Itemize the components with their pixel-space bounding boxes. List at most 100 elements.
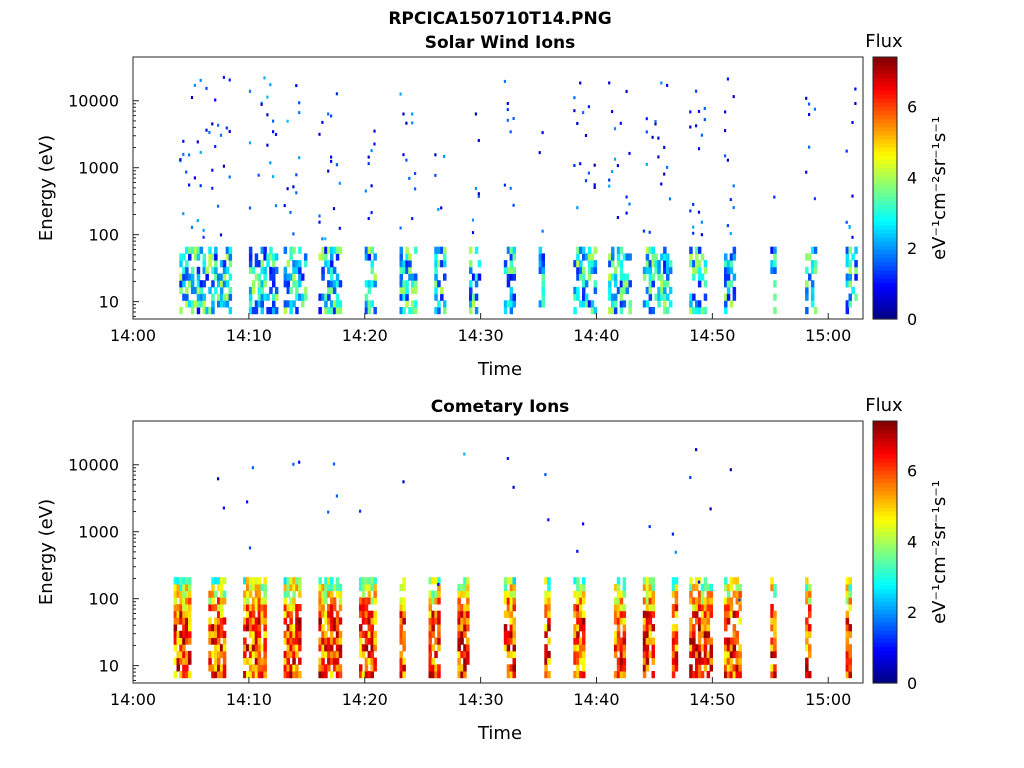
flux-cell xyxy=(298,260,302,268)
flux-cell xyxy=(457,604,461,612)
flux-cell xyxy=(318,583,322,592)
flux-cell xyxy=(506,637,511,645)
flux-cell xyxy=(176,610,180,618)
flux-cell xyxy=(399,671,403,679)
flux-cell xyxy=(854,102,857,105)
flux-cell xyxy=(370,149,373,153)
flux-cell xyxy=(703,617,708,625)
flux-cell xyxy=(582,624,586,632)
flux-cell xyxy=(735,577,739,585)
flux-cell xyxy=(619,121,622,125)
flux-cell xyxy=(324,590,328,598)
flux-cell xyxy=(651,273,655,281)
flux-cell xyxy=(848,293,852,301)
flux-cell xyxy=(211,300,215,308)
flux-cell xyxy=(625,286,629,295)
flux-cell xyxy=(217,664,221,672)
flux-cell xyxy=(706,650,711,659)
flux-cell xyxy=(770,650,774,659)
flux-cell xyxy=(848,590,852,598)
flux-cell xyxy=(770,266,774,274)
colorbar-tick-label: 2 xyxy=(907,239,917,258)
flux-cell xyxy=(330,637,334,645)
flux-cell xyxy=(243,590,247,598)
flux-cell xyxy=(332,286,337,295)
flux-cell xyxy=(185,624,189,632)
flux-cell xyxy=(292,577,296,585)
flux-cell xyxy=(335,624,340,632)
flux-cell xyxy=(460,590,464,598)
flux-cell xyxy=(582,650,586,659)
flux-cell xyxy=(364,280,369,288)
flux-cell xyxy=(724,307,728,315)
flux-cell xyxy=(709,597,713,605)
flux-cell xyxy=(257,637,262,645)
flux-cell xyxy=(257,610,262,618)
flux-cell xyxy=(399,624,403,632)
flux-cell xyxy=(272,300,276,308)
flux-cell xyxy=(196,280,201,288)
colorbar-segment xyxy=(873,646,897,651)
colorbar-segment xyxy=(873,482,897,488)
flux-cell xyxy=(335,671,340,679)
flux-cell xyxy=(695,300,699,308)
flux-cell xyxy=(703,266,708,274)
flux-cell xyxy=(402,266,406,274)
colorbar-segment xyxy=(873,77,897,83)
flux-cell xyxy=(428,610,432,618)
flux-cell xyxy=(706,657,711,665)
flux-cell xyxy=(228,293,233,301)
flux-cell xyxy=(706,590,711,598)
flux-cell xyxy=(321,273,325,281)
flux-cell xyxy=(431,577,435,585)
flux-cell xyxy=(263,293,267,301)
flux-cell xyxy=(509,300,514,308)
flux-cell xyxy=(202,266,206,274)
flux-cell xyxy=(692,597,696,605)
flux-cell xyxy=(695,664,699,672)
flux-cell xyxy=(217,644,221,652)
flux-cell xyxy=(254,617,259,625)
flux-cell xyxy=(199,293,204,301)
flux-cell xyxy=(295,671,299,679)
flux-cell xyxy=(327,510,330,514)
flux-cell xyxy=(732,624,737,632)
flux-cell xyxy=(330,307,334,315)
flux-cell xyxy=(338,671,343,679)
flux-cell xyxy=(361,650,366,659)
flux-cell xyxy=(724,280,728,288)
flux-cell xyxy=(573,590,577,598)
flux-cell xyxy=(217,637,221,645)
flux-cell xyxy=(582,664,586,672)
flux-cell xyxy=(463,583,467,592)
flux-cell xyxy=(573,293,577,301)
flux-cell xyxy=(173,577,178,585)
flux-cell xyxy=(185,604,189,612)
flux-cell xyxy=(266,253,270,261)
colorbar-segment xyxy=(873,249,897,255)
flux-cell xyxy=(582,617,586,625)
flux-cell xyxy=(616,644,621,652)
colorbar-segment xyxy=(873,192,897,197)
flux-cell xyxy=(182,617,186,625)
flux-cell xyxy=(648,273,653,281)
flux-cell xyxy=(469,307,473,315)
flux-cell xyxy=(579,266,583,274)
flux-cell xyxy=(335,664,340,672)
flux-cell xyxy=(292,266,296,274)
colorbar-segment xyxy=(873,147,897,152)
flux-cell xyxy=(611,273,615,281)
flux-cell xyxy=(805,577,809,585)
flux-cell xyxy=(364,610,369,618)
flux-cell xyxy=(193,176,196,180)
flux-cell xyxy=(335,92,338,96)
flux-cell xyxy=(616,260,621,268)
flux-cell xyxy=(544,610,548,618)
flux-cell xyxy=(732,664,737,672)
colorbar-segment xyxy=(873,486,897,492)
flux-cell xyxy=(579,590,583,598)
flux-cell xyxy=(246,577,250,585)
flux-cell xyxy=(854,87,857,91)
flux-cell xyxy=(541,273,545,281)
flux-cell xyxy=(214,644,218,652)
